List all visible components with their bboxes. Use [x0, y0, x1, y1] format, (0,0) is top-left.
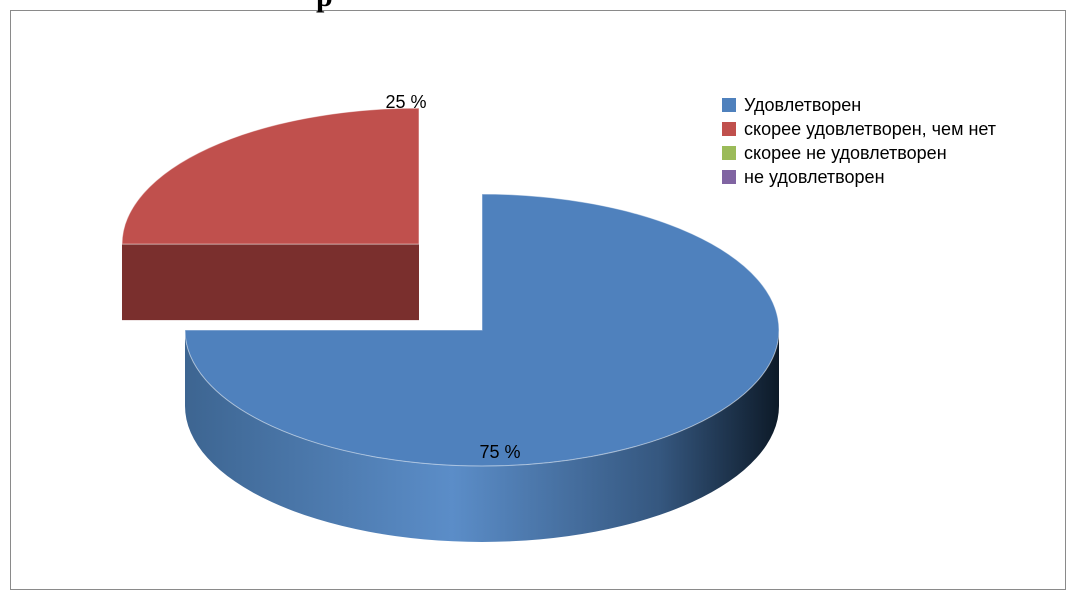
chart-title-text: р — [316, 0, 333, 14]
legend-item: не удовлетворен — [722, 165, 996, 189]
pie-slice-rather-satisfied — [121, 107, 420, 245]
legend-swatch-unsatisfied — [722, 170, 736, 184]
legend-label-rather-satisfied: скорее удовлетворен, чем нет — [744, 118, 997, 139]
legend-label-rather-unsatisfied: скорее не удовлетворен — [744, 142, 947, 163]
legend-swatch-satisfied — [722, 98, 736, 112]
chart-legend: Удовлетворен скорее удовлетворен, чем не… — [722, 93, 996, 189]
data-label-satisfied: 75 % — [479, 442, 520, 462]
data-label-rather-satisfied: 25 % — [385, 92, 426, 112]
pie-slice-wall-satisfied — [185, 330, 779, 542]
legend-swatch-rather-satisfied — [722, 122, 736, 136]
legend-item: Удовлетворен — [722, 93, 996, 117]
legend-swatch-rather-unsatisfied — [722, 146, 736, 160]
pie-slice-satisfied — [184, 193, 780, 467]
legend-item: скорее не удовлетворен — [722, 141, 996, 165]
legend-item: скорее удовлетворен, чем нет — [722, 117, 996, 141]
legend-label-satisfied: Удовлетворен — [744, 94, 862, 115]
pie-slice-cut-rather-satisfied — [121, 244, 419, 321]
chart-title-fragment: р — [316, 0, 376, 16]
legend-label-unsatisfied: не удовлетворен — [744, 166, 885, 187]
